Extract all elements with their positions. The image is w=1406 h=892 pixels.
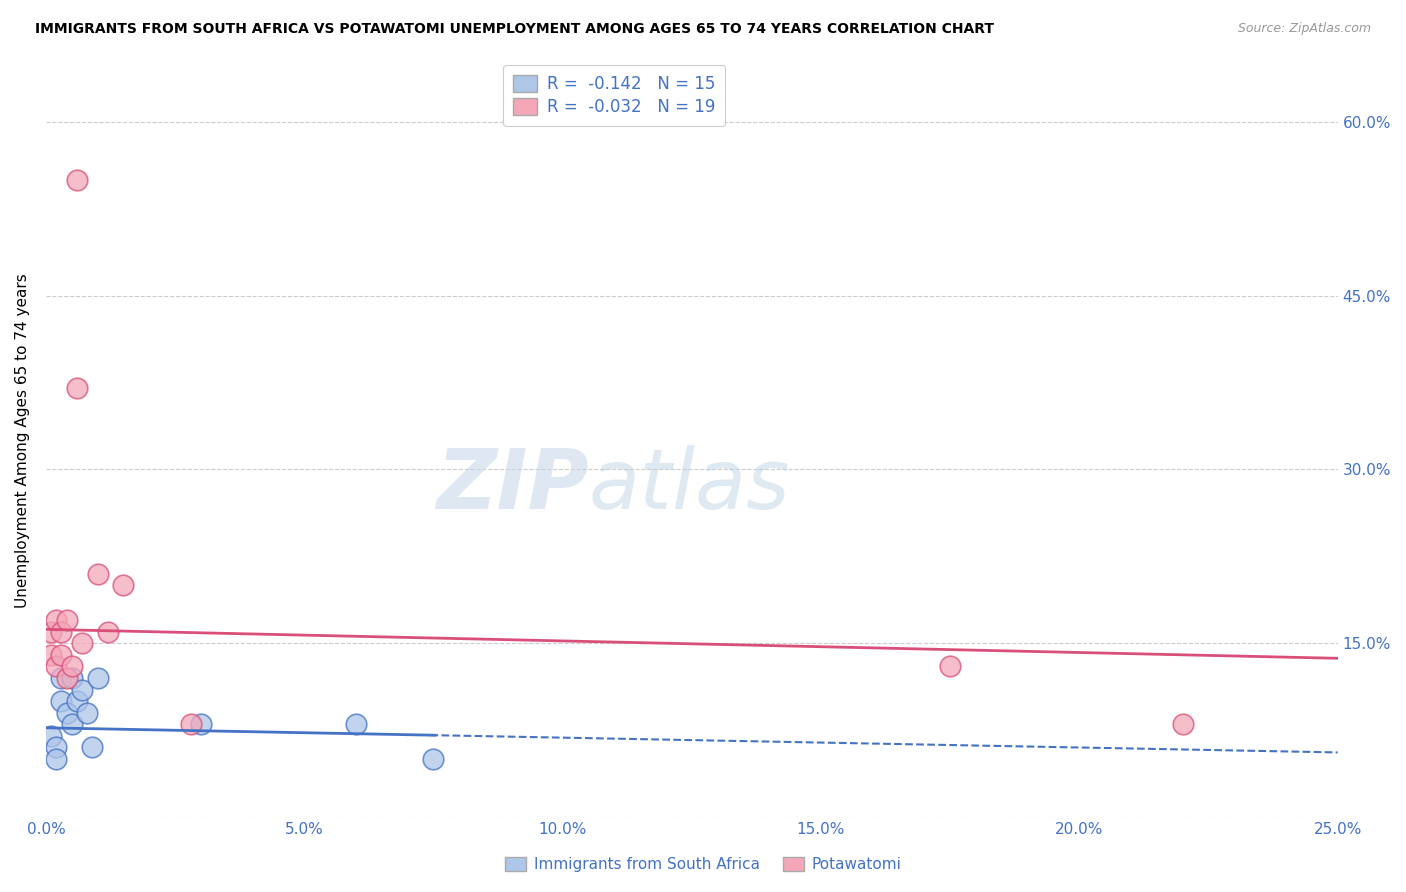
Text: ZIP: ZIP — [436, 445, 589, 526]
Point — [190, 717, 212, 731]
Point — [45, 613, 67, 627]
Point — [51, 671, 73, 685]
Point — [66, 381, 89, 395]
Point — [45, 752, 67, 766]
Point — [66, 694, 89, 708]
Point — [45, 740, 67, 755]
Text: atlas: atlas — [589, 445, 790, 526]
Point — [39, 729, 62, 743]
Point — [55, 706, 77, 720]
Point — [112, 578, 135, 592]
Point — [180, 717, 202, 731]
Point — [39, 624, 62, 639]
Point — [422, 752, 444, 766]
Point — [60, 671, 83, 685]
Point — [51, 648, 73, 662]
Point — [82, 740, 104, 755]
Point — [70, 682, 93, 697]
Point — [51, 624, 73, 639]
Point — [1171, 717, 1194, 731]
Text: Source: ZipAtlas.com: Source: ZipAtlas.com — [1237, 22, 1371, 36]
Point — [86, 671, 108, 685]
Point — [45, 659, 67, 673]
Legend: R =  -0.142   N = 15, R =  -0.032   N = 19: R = -0.142 N = 15, R = -0.032 N = 19 — [503, 65, 725, 126]
Point — [344, 717, 367, 731]
Point — [55, 613, 77, 627]
Point — [76, 706, 98, 720]
Point — [39, 648, 62, 662]
Point — [60, 717, 83, 731]
Point — [97, 624, 120, 639]
Point — [939, 659, 962, 673]
Y-axis label: Unemployment Among Ages 65 to 74 years: Unemployment Among Ages 65 to 74 years — [15, 273, 30, 608]
Point — [60, 659, 83, 673]
Point — [55, 671, 77, 685]
Point — [70, 636, 93, 650]
Point — [51, 694, 73, 708]
Legend: Immigrants from South Africa, Potawatomi: Immigrants from South Africa, Potawatomi — [496, 849, 910, 880]
Point — [86, 566, 108, 581]
Point — [66, 173, 89, 187]
Text: IMMIGRANTS FROM SOUTH AFRICA VS POTAWATOMI UNEMPLOYMENT AMONG AGES 65 TO 74 YEAR: IMMIGRANTS FROM SOUTH AFRICA VS POTAWATO… — [35, 22, 994, 37]
